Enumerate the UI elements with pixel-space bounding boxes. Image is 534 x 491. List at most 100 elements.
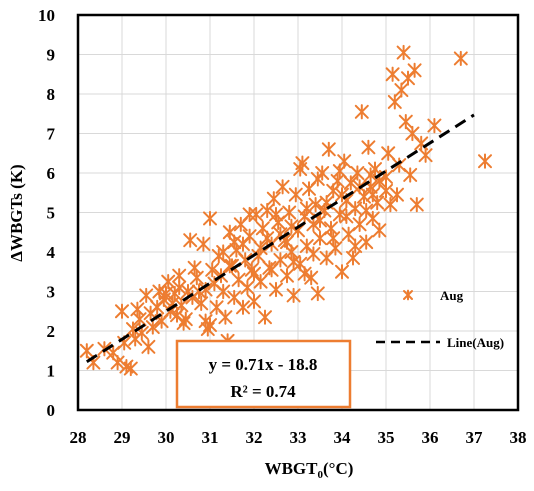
data-point — [372, 222, 387, 238]
data-point — [284, 218, 299, 234]
data-point — [141, 339, 156, 355]
equation-box: y = 0.71x - 18.8 R² = 0.74 — [175, 339, 352, 409]
data-point — [176, 315, 191, 331]
data-point — [227, 234, 242, 250]
data-point — [361, 139, 376, 155]
data-point — [288, 187, 303, 203]
x-tick-label: 38 — [510, 428, 527, 447]
x-tick-label: 35 — [378, 428, 395, 447]
x-tick-label: 31 — [202, 428, 219, 447]
x-tick-label: 37 — [466, 428, 484, 447]
data-point — [381, 145, 396, 161]
r-squared: R² = 0.74 — [230, 382, 296, 401]
data-point — [335, 264, 349, 280]
data-point — [286, 287, 301, 304]
data-point — [203, 210, 217, 227]
x-tick-label: 36 — [422, 428, 439, 447]
data-point — [187, 260, 202, 276]
legend-marker-glyph — [403, 289, 413, 301]
data-point — [269, 281, 283, 298]
data-point — [310, 285, 325, 302]
y-tick-label: 1 — [47, 362, 56, 381]
data-point — [387, 94, 402, 110]
data-point — [183, 232, 198, 248]
y-tick-label: 7 — [47, 125, 56, 144]
x-tick-label: 32 — [246, 428, 263, 447]
data-point — [178, 311, 193, 327]
data-point — [418, 147, 433, 163]
data-point — [390, 187, 404, 203]
data-point — [350, 165, 365, 181]
data-point — [247, 293, 261, 309]
data-point — [299, 200, 314, 217]
data-point — [339, 208, 354, 225]
data-point — [79, 343, 94, 359]
data-point — [266, 191, 281, 207]
data-point — [352, 216, 367, 232]
data-point — [247, 266, 261, 282]
data-point — [346, 250, 360, 266]
data-point — [269, 206, 283, 223]
data-point — [297, 266, 312, 282]
data-point — [286, 254, 301, 270]
data-point — [282, 204, 297, 221]
data-point — [308, 197, 323, 213]
x-axis-label: WBGT0(°C) — [265, 459, 354, 481]
x-tick-label: 30 — [158, 428, 175, 447]
y-tick-label: 0 — [47, 401, 56, 420]
data-point — [242, 206, 257, 223]
data-point — [115, 303, 129, 319]
data-point — [249, 206, 264, 223]
data-point — [332, 163, 347, 179]
data-point — [236, 236, 250, 252]
data-point — [222, 258, 237, 274]
x-tick-label: 29 — [114, 428, 131, 447]
plot-frame — [76, 13, 520, 412]
data-point — [194, 295, 209, 311]
data-point — [216, 244, 231, 260]
data-point — [172, 268, 187, 284]
data-point — [359, 234, 374, 250]
data-point — [304, 270, 319, 286]
x-tick-label: 28 — [70, 428, 87, 447]
y-tick-label: 4 — [47, 243, 56, 262]
data-point — [275, 179, 290, 195]
y-tick-label: 2 — [47, 322, 56, 341]
x-axis-label-main: WBGT — [265, 459, 319, 478]
data-point — [200, 321, 215, 337]
legend-series-label: Aug — [440, 288, 464, 303]
data-point — [258, 309, 272, 325]
data-point — [354, 104, 369, 120]
data-point — [293, 161, 308, 177]
legend-series-marker — [403, 289, 413, 301]
x-axis-ticks: 28 29 30 31 32 33 34 35 36 37 38 — [70, 428, 527, 447]
data-point — [394, 82, 409, 98]
data-point — [253, 240, 268, 256]
data-point — [365, 187, 380, 203]
data-point — [240, 279, 255, 296]
data-point — [409, 197, 424, 213]
data-point — [398, 114, 413, 130]
data-point — [348, 238, 363, 254]
data-point — [385, 66, 400, 82]
data-point — [403, 167, 418, 183]
y-axis-label: ΔWBGTs (K) — [7, 164, 26, 261]
fit-equation: y = 0.71x - 18.8 — [209, 355, 318, 374]
equation-box-border — [175, 339, 352, 409]
x-axis-label-unit: (°C) — [323, 459, 353, 478]
data-point — [310, 171, 325, 187]
y-tick-label: 8 — [47, 85, 56, 104]
data-point — [453, 50, 468, 67]
y-tick-label: 10 — [38, 6, 55, 25]
y-tick-label: 3 — [47, 283, 56, 302]
data-point — [306, 246, 321, 262]
x-axis-label-subscript: 0 — [318, 469, 324, 481]
legend-line-label: Line(Aug) — [447, 335, 504, 350]
x-tick-label: 34 — [334, 428, 352, 447]
trendline-path — [85, 113, 475, 363]
x-tick-label: 33 — [290, 428, 307, 447]
y-tick-label: 5 — [47, 204, 56, 223]
data-point — [359, 202, 374, 219]
y-axis-ticks: 0 1 2 3 4 5 6 7 8 9 10 — [38, 6, 56, 420]
